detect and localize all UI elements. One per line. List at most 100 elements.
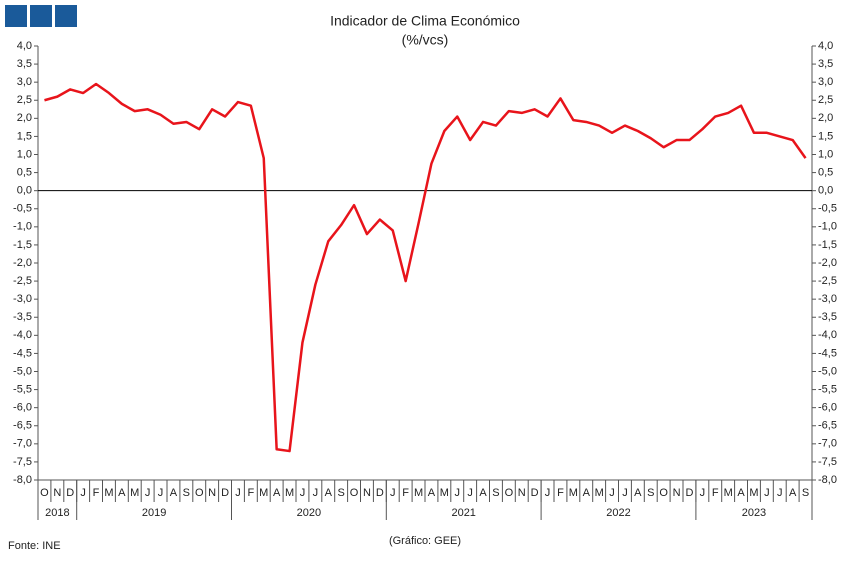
x-tick-label: J	[313, 487, 319, 499]
y-tick-label: 1,5	[17, 130, 32, 142]
x-tick-label: F	[402, 487, 409, 499]
y2-tick-label: -3,0	[818, 293, 837, 305]
y2-tick-label: -8,0	[818, 474, 837, 486]
y-tick-label: -1,0	[13, 221, 32, 233]
x-tick-label: J	[777, 487, 783, 499]
x-tick-label: N	[518, 487, 526, 499]
x-tick-label: N	[673, 487, 681, 499]
y-tick-label: -7,5	[13, 456, 32, 468]
x-tick-label: J	[545, 487, 551, 499]
x-tick-label: D	[376, 487, 384, 499]
x-tick-label: O	[40, 487, 49, 499]
y2-tick-label: 4,0	[818, 40, 833, 52]
year-label: 2021	[451, 507, 475, 519]
y2-tick-label: -5,5	[818, 383, 837, 395]
source: Fonte: INE	[8, 540, 61, 552]
y-tick-label: -5,0	[13, 365, 32, 377]
line	[44, 82, 807, 453]
x-tick-label: O	[659, 487, 668, 499]
y2-tick-label: -0,5	[818, 203, 837, 215]
x-tick-label: N	[208, 487, 216, 499]
y2-tick-label: -4,0	[818, 329, 837, 341]
y2-tick-label: -2,0	[818, 257, 837, 269]
x-tick-label: A	[737, 487, 745, 499]
x-tick-label: J	[700, 487, 706, 499]
year-label: 2022	[606, 507, 630, 519]
y2-tick-label: 2,5	[818, 94, 833, 106]
y2-tick-label: -6,5	[818, 420, 837, 432]
y-tick-label: 2,0	[17, 112, 32, 124]
x-tick-label: M	[569, 487, 578, 499]
y2-tick-label: -3,5	[818, 311, 837, 323]
x-tick-label: O	[505, 487, 514, 499]
y2-tick-label: -2,5	[818, 275, 837, 287]
x-tick-label: J	[609, 487, 615, 499]
x-tick-label: M	[414, 487, 423, 499]
y2-tick-label: 0,0	[818, 185, 833, 197]
y2-tick-label: 3,0	[818, 76, 833, 88]
y-tick-label: 0,5	[17, 166, 32, 178]
x-tick-label: A	[273, 487, 281, 499]
x-tick-label: F	[557, 487, 564, 499]
x-tick-label: F	[712, 487, 719, 499]
y2-tick-label: -1,5	[818, 239, 837, 251]
x-tick-label: J	[455, 487, 461, 499]
chart-subtitle: (%/vcs)	[402, 32, 449, 48]
y2-tick-label: 3,5	[818, 58, 833, 70]
x-tick-label: M	[285, 487, 294, 499]
x-tick-label: A	[634, 487, 642, 499]
x-tick-label: S	[492, 487, 499, 499]
x-tick-label: A	[789, 487, 797, 499]
y-tick-label: -5,5	[13, 383, 32, 395]
x-tick-label: O	[195, 487, 204, 499]
logo-block	[30, 5, 52, 27]
x-tick-label: M	[104, 487, 113, 499]
x-tick-label: D	[531, 487, 539, 499]
y-tick-label: -4,5	[13, 347, 32, 359]
y-tick-label: 0,0	[17, 185, 32, 197]
x-tick-label: S	[337, 487, 344, 499]
x-tick-label: J	[467, 487, 473, 499]
y-tick-label: -1,5	[13, 239, 32, 251]
x-tick-label: J	[80, 487, 86, 499]
y-tick-label: -3,5	[13, 311, 32, 323]
chart-title: Indicador de Clima Económico	[330, 13, 520, 29]
x-tick-label: S	[802, 487, 809, 499]
y-tick-label: -2,5	[13, 275, 32, 287]
x-tick-label: D	[221, 487, 229, 499]
x-tick-label: A	[170, 487, 178, 499]
logo-block	[55, 5, 77, 27]
credit: (Gráfico: GEE)	[389, 535, 461, 547]
x-tick-label: J	[158, 487, 164, 499]
y-tick-label: -8,0	[13, 474, 32, 486]
year-label: 2019	[142, 507, 166, 519]
year-label: 2023	[742, 507, 766, 519]
year-label: 2018	[45, 507, 69, 519]
y2-tick-label: 2,0	[818, 112, 833, 124]
y-tick-label: -6,0	[13, 402, 32, 414]
x-tick-label: M	[595, 487, 604, 499]
x-tick-label: N	[53, 487, 61, 499]
y-tick-label: -3,0	[13, 293, 32, 305]
x-tick-label: J	[390, 487, 396, 499]
x-tick-label: S	[647, 487, 654, 499]
y2-tick-label: -1,0	[818, 221, 837, 233]
x-tick-label: N	[363, 487, 371, 499]
y2-tick-label: 1,5	[818, 130, 833, 142]
x-tick-label: A	[479, 487, 487, 499]
x-tick-label: M	[130, 487, 139, 499]
x-tick-label: D	[685, 487, 693, 499]
x-tick-label: A	[428, 487, 436, 499]
y2-tick-label: 0,5	[818, 166, 833, 178]
y-tick-label: 3,0	[17, 76, 32, 88]
x-tick-label: A	[325, 487, 333, 499]
y-tick-label: -7,0	[13, 438, 32, 450]
x-tick-label: F	[247, 487, 254, 499]
x-tick-label: A	[118, 487, 126, 499]
y2-tick-label: 1,0	[818, 148, 833, 160]
x-tick-label: S	[183, 487, 190, 499]
y2-tick-label: -7,5	[818, 456, 837, 468]
y2-tick-label: -6,0	[818, 402, 837, 414]
